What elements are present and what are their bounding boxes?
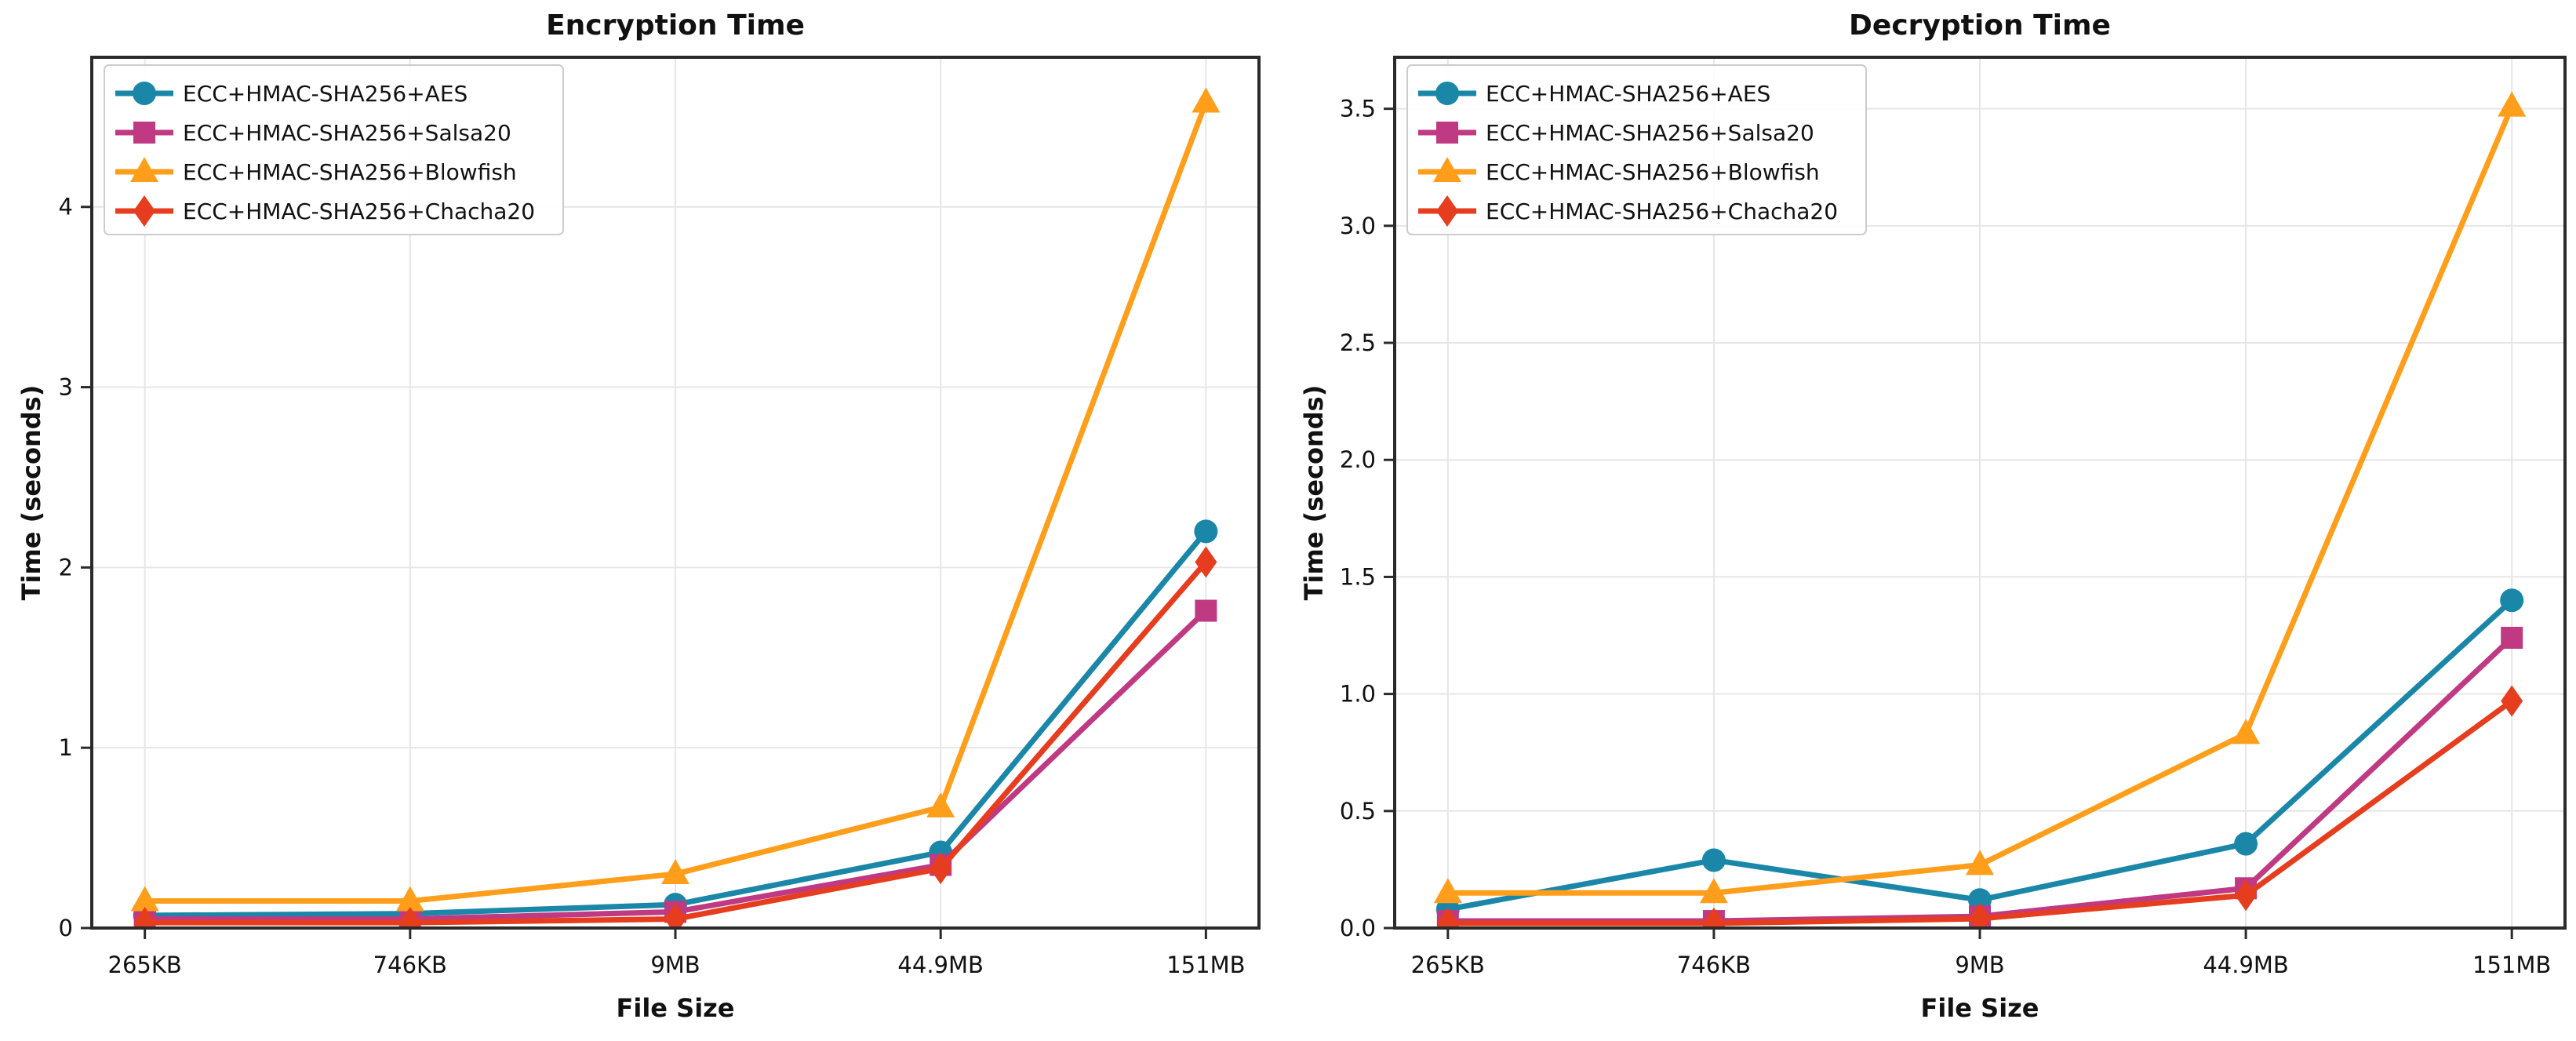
- legend-marker-ecc-hmac-sha256-blowfish: [1433, 157, 1461, 182]
- legend-box: [1406, 64, 1867, 235]
- legend-label: ECC+HMAC-SHA256+Blowfish: [1486, 159, 1820, 185]
- y-axis-label: Time (seconds): [16, 385, 46, 601]
- x-tick-label: 265KB: [1411, 952, 1485, 978]
- plot-area: [130, 87, 1221, 928]
- legend-item: ECC+HMAC-SHA256+Salsa20: [115, 120, 511, 146]
- y-tick-label: 1.5: [1340, 563, 1376, 590]
- legend-item: ECC+HMAC-SHA256+Blowfish: [115, 157, 517, 185]
- series-marker-ecc-hmac-sha256-blowfish: [130, 886, 159, 912]
- y-tick-label: 4: [59, 194, 73, 220]
- series-marker-ecc-hmac-sha256-chacha20: [133, 907, 156, 928]
- x-tick-label: 151MB: [1166, 952, 1245, 978]
- axes-ticks: 265KB 746KB 9MB 44.9MB 151MB 0 1 2 3 4: [59, 194, 1246, 978]
- series-marker-ecc-hmac-sha256-chacha20: [2501, 685, 2523, 717]
- series-marker-ecc-hmac-sha256-chacha20: [664, 903, 686, 928]
- series-marker-ecc-hmac-sha256-salsa20: [2501, 627, 2523, 649]
- x-axis-label: File Size: [617, 993, 735, 1023]
- x-tick-label: 265KB: [108, 952, 182, 978]
- encryption-time-svg: 265KB 746KB 9MB 44.9MB 151MB 0 1 2 3 4 Encryption …: [16, 9, 1261, 1023]
- series-marker-ecc-hmac-sha256-chacha20: [1702, 908, 1725, 928]
- series-marker-ecc-hmac-sha256-chacha20: [2235, 879, 2258, 912]
- y-tick-label: 3: [59, 374, 73, 401]
- y-axis-label: Time (seconds): [1299, 385, 1329, 601]
- x-axis-label: File Size: [1921, 993, 2039, 1023]
- legend-box: [104, 64, 564, 235]
- legend-label: ECC+HMAC-SHA256+AES: [1486, 81, 1770, 107]
- legend-item: ECC+HMAC-SHA256+Blowfish: [1418, 157, 1820, 185]
- series-marker-ecc-hmac-sha256-blowfish: [2498, 91, 2527, 117]
- x-tick-label: 746KB: [373, 952, 447, 978]
- x-tick-label: 44.9MB: [2203, 952, 2289, 978]
- legend-label: ECC+HMAC-SHA256+Chacha20: [183, 198, 535, 224]
- legend-label: ECC+HMAC-SHA256+Salsa20: [183, 120, 511, 146]
- x-tick-label: 746KB: [1677, 952, 1751, 978]
- x-tick-label: 9MB: [650, 952, 700, 978]
- axes-ticks: 265KB 746KB 9MB 44.9MB 151MB 0.0 0.5 1.0 1.5 2.0 2…: [1340, 96, 2551, 978]
- y-tick-label: 3.5: [1340, 96, 1376, 122]
- y-tick-label: 3.0: [1340, 213, 1376, 239]
- legend-label: ECC+HMAC-SHA256+Blowfish: [183, 159, 517, 185]
- series-marker-ecc-hmac-sha256-chacha20: [930, 853, 952, 885]
- legend-marker-ecc-hmac-sha256-salsa20: [1436, 122, 1458, 144]
- series-marker-ecc-hmac-sha256-aes: [1194, 519, 1218, 544]
- y-tick-label: 1.0: [1340, 681, 1376, 708]
- legend: ECC+HMAC-SHA256+AES ECC+HMAC-SHA256+Salsa…: [1406, 64, 1867, 235]
- x-tick-label: 44.9MB: [897, 952, 984, 978]
- series-marker-ecc-hmac-sha256-chacha20: [1436, 908, 1459, 928]
- legend-marker-ecc-hmac-sha256-aes: [133, 82, 156, 105]
- series-marker-ecc-hmac-sha256-blowfish: [1699, 878, 1728, 904]
- series-marker-ecc-hmac-sha256-chacha20: [1195, 546, 1217, 578]
- legend-item: ECC+HMAC-SHA256+AES: [1418, 81, 1770, 107]
- y-tick-label: 2.5: [1340, 329, 1376, 356]
- y-tick-label: 2: [59, 554, 73, 581]
- legend-item: ECC+HMAC-SHA256+AES: [115, 81, 468, 107]
- legend-item: ECC+HMAC-SHA256+Chacha20: [1418, 195, 1838, 227]
- series-marker-ecc-hmac-sha256-blowfish: [1433, 878, 1462, 904]
- series-marker-ecc-hmac-sha256-aes: [2234, 832, 2258, 856]
- series-marker-ecc-hmac-sha256-chacha20: [398, 907, 421, 928]
- series-marker-ecc-hmac-sha256-salsa20: [1195, 599, 1217, 622]
- y-tick-label: 0.0: [1340, 915, 1376, 941]
- y-tick-label: 2.0: [1340, 446, 1376, 473]
- series-marker-ecc-hmac-sha256-aes: [1701, 848, 1726, 872]
- legend-item: ECC+HMAC-SHA256+Chacha20: [115, 195, 535, 227]
- decryption-time-svg: 265KB 746KB 9MB 44.9MB 151MB 0.0 0.5 1.0 1.5 2.0 2…: [1299, 9, 2567, 1023]
- legend-marker-ecc-hmac-sha256-chacha20: [133, 195, 155, 227]
- series-marker-ecc-hmac-sha256-blowfish: [1192, 87, 1221, 113]
- encryption-time-chart: 265KB 746KB 9MB 44.9MB 151MB 0 1 2 3 4 Encryption …: [0, 0, 1288, 1038]
- series-marker-ecc-hmac-sha256-aes: [2500, 588, 2524, 613]
- chart-title: Encryption Time: [546, 9, 805, 42]
- y-tick-label: 0: [59, 915, 73, 941]
- y-tick-label: 1: [59, 734, 73, 761]
- chart-title: Decryption Time: [1849, 9, 2111, 42]
- legend-label: ECC+HMAC-SHA256+Chacha20: [1486, 198, 1838, 224]
- series-marker-ecc-hmac-sha256-chacha20: [1969, 903, 1991, 928]
- x-tick-label: 151MB: [2472, 952, 2551, 978]
- legend-label: ECC+HMAC-SHA256+Salsa20: [1486, 120, 1814, 146]
- legend-marker-ecc-hmac-sha256-chacha20: [1436, 195, 1458, 227]
- legend-item: ECC+HMAC-SHA256+Salsa20: [1418, 120, 1814, 146]
- legend-label: ECC+HMAC-SHA256+AES: [183, 81, 468, 107]
- series-marker-ecc-hmac-sha256-blowfish: [1966, 850, 1994, 875]
- series-marker-ecc-hmac-sha256-blowfish: [2232, 719, 2261, 744]
- series-marker-ecc-hmac-sha256-blowfish: [926, 792, 955, 818]
- legend-marker-ecc-hmac-sha256-salsa20: [133, 122, 155, 144]
- series-marker-ecc-hmac-sha256-blowfish: [661, 859, 689, 885]
- x-tick-label: 9MB: [1955, 952, 2004, 978]
- decryption-time-chart: 265KB 746KB 9MB 44.9MB 151MB 0.0 0.5 1.0 1.5 2.0 2…: [1288, 0, 2576, 1038]
- legend-marker-ecc-hmac-sha256-aes: [1435, 82, 1459, 105]
- legend: ECC+HMAC-SHA256+AES ECC+HMAC-SHA256+Salsa…: [104, 64, 564, 235]
- y-tick-label: 0.5: [1340, 798, 1376, 824]
- series-marker-ecc-hmac-sha256-blowfish: [395, 886, 424, 912]
- legend-marker-ecc-hmac-sha256-blowfish: [130, 157, 158, 182]
- plot-area: [1433, 91, 2527, 928]
